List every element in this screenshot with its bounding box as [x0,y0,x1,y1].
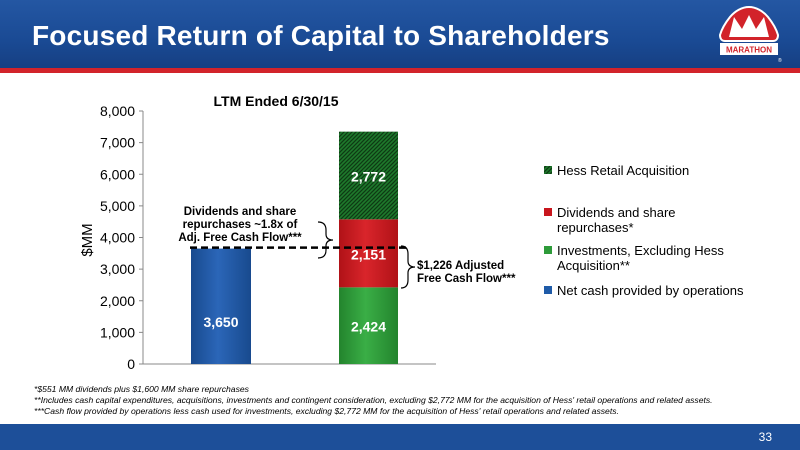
annotation-dividends-text: Adj. Free Cash Flow*** [178,232,302,244]
annotation-brace-left [317,221,334,259]
legend-label: Acquisition** [557,258,630,273]
legend-swatch [544,166,552,174]
y-tick-label: 5,000 [100,198,135,214]
annotation-brace-right [400,245,416,289]
header-accent-stripe [0,68,800,73]
annotation-dividends-text: Dividends and share [184,206,296,218]
legend-swatch [544,208,552,216]
marathon-logo: MARATHON ® [718,5,782,64]
legend-label: Investments, Excluding Hess [557,243,724,258]
legend-label: Net cash provided by operations [557,283,744,298]
svg-text:MARATHON: MARATHON [726,46,772,55]
legend-swatch [544,286,552,294]
bar-segment [339,287,398,364]
header-bar [0,0,800,68]
y-tick-label: 6,000 [100,166,135,182]
legend-label: Dividends and share [557,205,676,220]
footnotes: *$551 MM dividends plus $1,600 MM share … [34,384,713,417]
y-tick-label: 3,000 [100,261,135,277]
bar-segment [191,248,251,364]
data-label: 2,151 [351,246,386,262]
footnote-2: **Includes cash capital expenditures, ac… [34,395,713,405]
y-tick-label: 4,000 [100,230,135,246]
footnote-1: *$551 MM dividends plus $1,600 MM share … [34,384,249,394]
y-axis-label: $MM [79,223,96,256]
data-label: 2,772 [351,168,386,184]
chart-title: LTM Ended 6/30/15 [214,93,339,109]
data-label: 3,650 [203,314,238,330]
bar-segment [339,131,398,220]
data-label: 2,424 [351,319,386,335]
annotation-fcf-text: Free Cash Flow*** [417,273,516,285]
annotation-fcf-text: $1,226 Adjusted [417,260,504,272]
y-tick-label: 0 [127,356,135,372]
legend-swatch [544,246,552,254]
page-number: 33 [758,430,772,444]
annotation-dividends-text: repurchases ~1.8x of [183,219,298,231]
footer-bar: 33 [0,424,800,450]
footnote-3: ***Cash flow provided by operations less… [34,406,619,416]
svg-text:®: ® [778,57,782,64]
y-tick-label: 8,000 [100,103,135,119]
page-title: Focused Return of Capital to Shareholder… [32,20,610,51]
legend-label: repurchases* [557,220,634,235]
legend-label: Hess Retail Acquisition [557,163,689,178]
capital-return-chart: LTM Ended 6/30/15 0 1,000 2,000 3,000 4,000 5,… [79,93,744,372]
y-tick-label: 7,000 [100,135,135,151]
y-tick-label: 1,000 [100,324,135,340]
bar-segment [339,219,398,288]
y-tick-label: 2,000 [100,293,135,309]
